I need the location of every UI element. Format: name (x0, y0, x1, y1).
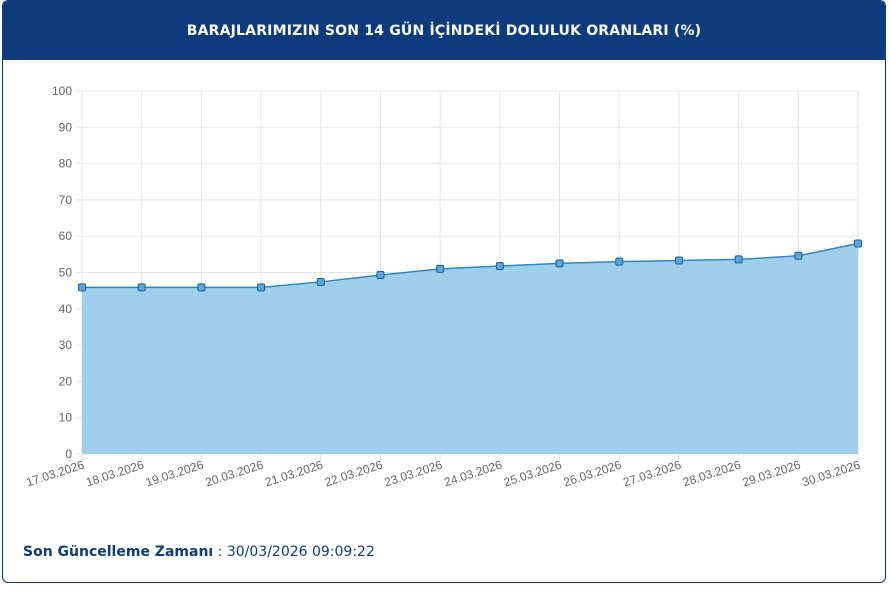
data-point (197, 283, 206, 292)
y-tick-label: 100 (52, 84, 72, 98)
y-tick-label: 70 (59, 193, 73, 207)
y-tick-label: 80 (59, 157, 73, 171)
x-tick-label: 21.03.2026 (263, 457, 325, 489)
data-point (854, 239, 862, 248)
data-point (376, 271, 385, 280)
chart-area: 0 10 20 30 40 50 60 70 80 90 100 17.03.2026 18.03.20… (3, 61, 885, 501)
data-point (674, 256, 683, 265)
x-tick-label: 18.03.2026 (84, 457, 146, 489)
x-tick-label: 24.03.2026 (442, 457, 504, 489)
area-chart: 0 10 20 30 40 50 60 70 80 90 100 17.03.202618.03.20… (24, 84, 862, 489)
last-updated-value: 30/03/2026 09:09:22 (226, 544, 375, 560)
x-tick-label: 26.03.2026 (562, 457, 624, 489)
y-tick-label: 20 (59, 374, 73, 388)
data-point (316, 277, 325, 286)
data-point (137, 283, 146, 292)
x-tick-label: 28.03.2026 (681, 457, 743, 489)
x-tick-label: 30.03.2026 (800, 457, 862, 489)
x-tick-label: 29.03.2026 (741, 457, 803, 489)
x-tick-label: 20.03.2026 (204, 457, 266, 489)
last-updated-label: Son Güncelleme Zamanı (23, 544, 214, 560)
last-updated: Son Güncelleme Zamanı : 30/03/2026 09:09… (23, 544, 375, 560)
x-tick-label: 17.03.2026 (24, 457, 86, 489)
data-point (734, 255, 743, 264)
data-point (495, 261, 504, 270)
y-tick-label: 0 (65, 447, 72, 461)
data-point (615, 257, 624, 266)
data-point (436, 264, 445, 273)
series-area (82, 243, 858, 454)
x-tick-label: 25.03.2026 (502, 457, 564, 489)
y-tick-label: 40 (59, 302, 73, 316)
data-point (555, 259, 564, 268)
x-tick-label: 23.03.2026 (383, 457, 445, 489)
chart-card: BARAJLARIMIZIN SON 14 GÜN İÇİNDEKİ DOLUL… (2, 0, 886, 583)
series-line (82, 242, 859, 289)
y-tick-label: 10 (59, 411, 73, 425)
y-tick-label: 30 (59, 338, 73, 352)
x-tick-label: 27.03.2026 (621, 457, 683, 489)
data-point (794, 251, 803, 260)
chart-header: BARAJLARIMIZIN SON 14 GÜN İÇİNDEKİ DOLUL… (3, 1, 885, 60)
last-updated-separator: : (213, 544, 227, 560)
y-tick-label: 60 (59, 229, 73, 243)
data-point (78, 283, 86, 292)
y-tick-label: 90 (59, 120, 73, 134)
x-tick-label: 19.03.2026 (144, 457, 206, 489)
chart-title: BARAJLARIMIZIN SON 14 GÜN İÇİNDEKİ DOLUL… (186, 22, 702, 39)
y-tick-label: 50 (59, 266, 73, 280)
x-tick-label: 22.03.2026 (323, 457, 385, 489)
data-point (257, 283, 266, 292)
